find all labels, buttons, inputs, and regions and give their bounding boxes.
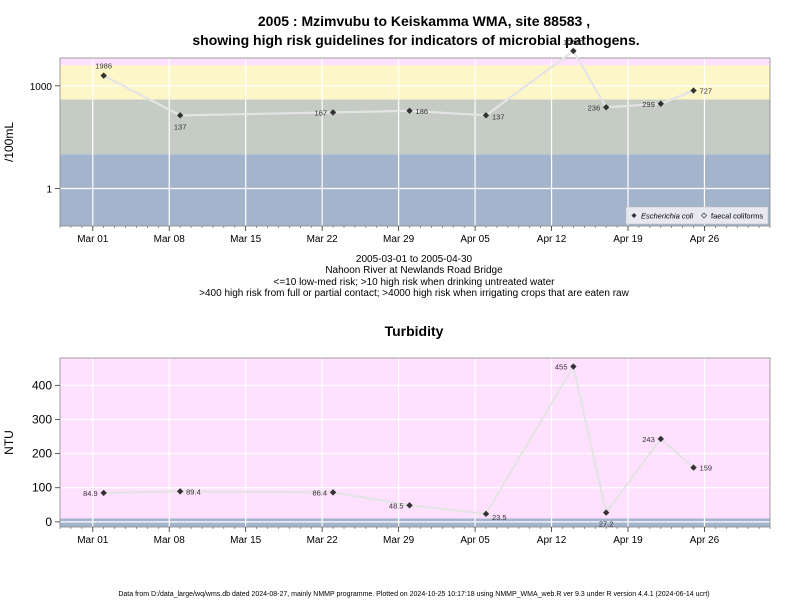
data-point bbox=[482, 510, 490, 518]
data-label: 10460 bbox=[563, 38, 584, 47]
legend-box bbox=[625, 206, 769, 225]
x-tick-label: Mar 08 bbox=[154, 535, 186, 546]
data-label: 167 bbox=[315, 108, 328, 117]
y-tick-label: 200 bbox=[32, 447, 52, 461]
footer-note: Data from D:/data_large/wq/wms.db dated … bbox=[118, 591, 709, 598]
x-tick-label: Apr 05 bbox=[460, 234, 490, 245]
x-tick-label: Apr 26 bbox=[690, 234, 720, 245]
data-label: 159 bbox=[700, 464, 713, 473]
data-point bbox=[100, 72, 107, 79]
x-tick-label: Mar 08 bbox=[154, 234, 186, 245]
x-tick-label: Apr 05 bbox=[460, 535, 490, 546]
data-label: 27.2 bbox=[599, 520, 614, 529]
data-point bbox=[329, 489, 337, 496]
data-point bbox=[176, 112, 184, 119]
data-label: 186 bbox=[416, 107, 429, 116]
data-point bbox=[406, 107, 413, 115]
data-point bbox=[602, 104, 610, 111]
x-tick-label: Mar 29 bbox=[383, 535, 415, 546]
x-tick-label: Apr 12 bbox=[537, 234, 567, 245]
turbidity-title: Turbidity bbox=[385, 323, 444, 339]
risk-band bbox=[60, 358, 770, 519]
y-tick-label: 1000 bbox=[30, 82, 53, 93]
x-tick-label: Apr 26 bbox=[690, 535, 720, 546]
data-label: 243 bbox=[642, 435, 655, 444]
data-label: 1986 bbox=[95, 62, 112, 71]
plot-frame bbox=[59, 57, 771, 227]
legend-marker-filled bbox=[631, 213, 637, 218]
y-tick-label: 100 bbox=[32, 481, 52, 495]
data-label: 299 bbox=[642, 100, 655, 109]
x-tick-label: Mar 15 bbox=[230, 234, 262, 245]
y-tick-label: 1 bbox=[46, 184, 52, 195]
data-point bbox=[329, 109, 337, 116]
x-tick-label: Mar 29 bbox=[383, 234, 415, 245]
data-label: 455 bbox=[555, 363, 568, 372]
data-label: 137 bbox=[174, 122, 187, 131]
data-point bbox=[602, 509, 610, 516]
x-tick-label: Mar 22 bbox=[307, 535, 339, 546]
data-label: 89.4 bbox=[186, 487, 201, 496]
data-point bbox=[176, 488, 184, 495]
data-point bbox=[482, 112, 490, 119]
data-label: 23.5 bbox=[492, 513, 507, 522]
y-tick-label: 300 bbox=[32, 412, 52, 426]
x-tick-label: Apr 12 bbox=[537, 535, 567, 546]
legend-marker-open bbox=[701, 212, 707, 219]
ecoli-panel: Mar 01 Mar 08 Mar 15 Mar 22 Mar 29 Apr 05 Apr … bbox=[2, 38, 771, 245]
data-point bbox=[570, 363, 577, 370]
data-point bbox=[570, 47, 577, 55]
y-axis-label: /100mL bbox=[2, 122, 16, 162]
turbidity-panel: Mar 01 Mar 08 Mar 15 Mar 22 Mar 29 Apr 05 Apr … bbox=[2, 357, 771, 546]
plot-frame bbox=[59, 357, 771, 528]
y-tick-label: 0 bbox=[45, 515, 52, 529]
risk-band bbox=[60, 58, 770, 66]
x-tick-label: Apr 19 bbox=[613, 535, 643, 546]
data-point bbox=[690, 464, 697, 471]
data-label: 84.9 bbox=[83, 489, 98, 498]
caption-guideline2: >400 high risk from full or partial cont… bbox=[199, 288, 629, 299]
data-point bbox=[100, 489, 107, 497]
x-tick-label: Mar 01 bbox=[77, 234, 109, 245]
data-point bbox=[657, 435, 664, 443]
x-tick-label: Mar 01 bbox=[77, 535, 109, 546]
legend-entry: Escherichia coli bbox=[641, 212, 693, 221]
data-label: 137 bbox=[492, 112, 505, 121]
legend: Escherichia coli faecal coliforms bbox=[625, 206, 769, 225]
data-point bbox=[657, 100, 664, 107]
main-title-line2: showing high risk guidelines for indicat… bbox=[192, 32, 639, 48]
main-title-line1: 2005 : Mzimvubu to Keiskamma WMA, site 8… bbox=[258, 13, 590, 29]
x-tick-label: Mar 15 bbox=[230, 535, 262, 546]
data-label: 48.5 bbox=[389, 501, 404, 510]
caption-site-name: Nahoon River at Newlands Road Bridge bbox=[325, 265, 503, 276]
caption-date-range: 2005-03-01 to 2005-04-30 bbox=[356, 254, 473, 265]
y-axis-label: NTU bbox=[2, 430, 16, 455]
risk-band bbox=[60, 518, 770, 527]
legend-entry: faecal coliforms bbox=[711, 212, 763, 221]
data-point bbox=[690, 87, 697, 94]
x-tick-label: Apr 19 bbox=[613, 234, 643, 245]
x-tick-label: Mar 22 bbox=[307, 234, 339, 245]
data-label: 86.4 bbox=[312, 488, 327, 497]
risk-band bbox=[60, 99, 770, 155]
risk-band bbox=[60, 65, 770, 100]
y-tick-label: 400 bbox=[32, 378, 52, 392]
data-point bbox=[406, 502, 413, 509]
caption-guideline1: <=10 low-med risk; >10 high risk when dr… bbox=[274, 277, 556, 288]
data-label: 727 bbox=[700, 87, 713, 96]
data-label: 236 bbox=[588, 103, 601, 112]
